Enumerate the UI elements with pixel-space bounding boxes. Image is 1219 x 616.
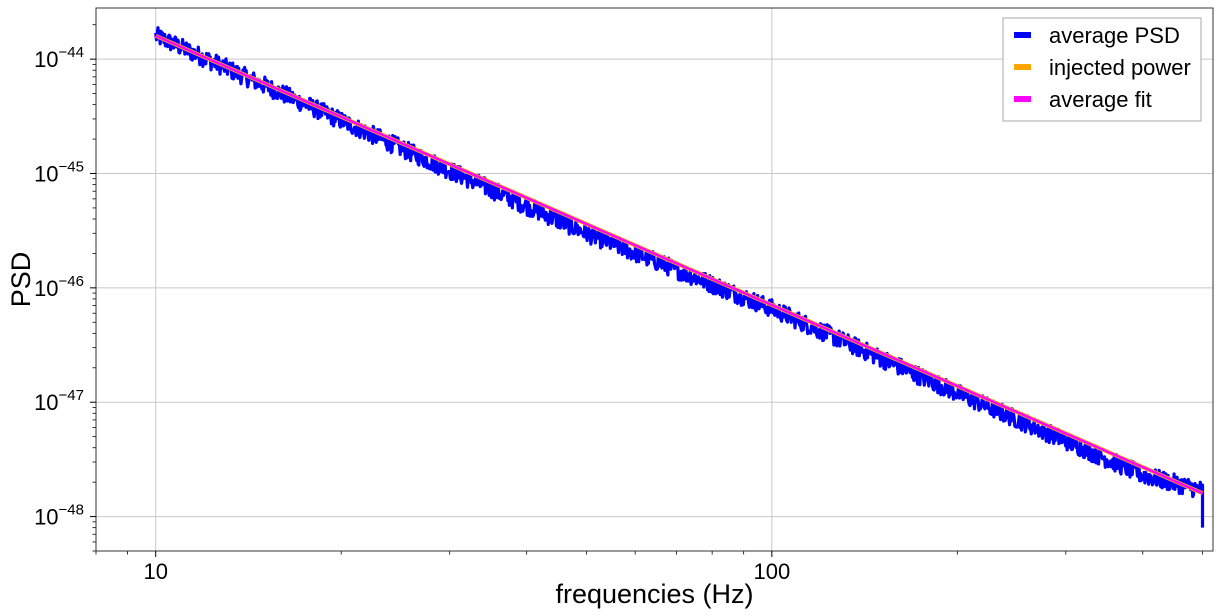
x-tick-label: 10 [143,559,167,584]
y-tick-label: 10−47 [34,387,84,415]
y-tick-label: 10−44 [34,44,84,72]
x-axis-ticks: 10 100 [143,551,790,584]
legend: average PSD injected power average fit [1002,17,1202,122]
legend-swatch [1014,32,1031,38]
legend-label: injected power [1049,55,1191,80]
legend-box [1002,17,1202,122]
y-tick-exponent: −48 [59,502,84,519]
y-tick-exponent: −47 [59,387,84,404]
plot-area-frame [95,7,1214,552]
y-tick-base: 10 [34,161,58,186]
y-tick-base: 10 [34,276,58,301]
legend-label: average fit [1049,87,1152,112]
legend-swatch [1014,96,1031,102]
y-tick-exponent: −44 [59,44,84,61]
series-line-average-fit [155,34,1203,495]
y-tick-label: 10−46 [34,273,84,301]
y-tick-label: 10−45 [34,158,84,186]
x-axis-title: frequencies (Hz) [555,579,753,609]
series-layer [154,26,1205,528]
y-tick-exponent: −45 [59,158,84,175]
legend-label: average PSD [1049,23,1180,48]
y-axis-title: PSD [6,252,36,308]
y-tick-base: 10 [34,390,58,415]
x-tick-label: 100 [753,559,790,584]
y-tick-base: 10 [34,47,58,72]
y-tick-exponent: −46 [59,273,84,290]
y-tick-label: 10−48 [34,502,84,530]
legend-swatch [1014,64,1031,70]
grid [96,8,1213,551]
y-tick-base: 10 [34,505,58,530]
minor-ticks [92,24,1203,555]
